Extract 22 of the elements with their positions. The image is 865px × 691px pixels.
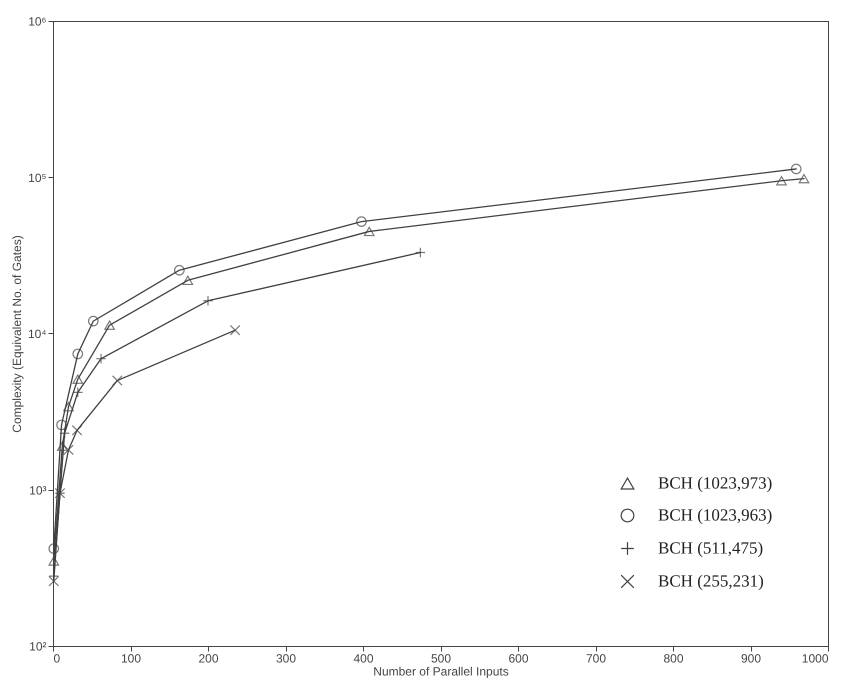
y-tick-label: 10⁴ [28,327,46,341]
legend-label: BCH (1023,973) [658,474,772,492]
x-tick-label: 900 [740,652,762,666]
legend-label: BCH (1023,963) [658,506,772,524]
legend-label: BCH (255,231) [658,572,764,590]
y-tick-label: 10⁵ [28,170,47,185]
x-tick-label: 0 [54,652,60,666]
y-tick-label: 10² [29,640,47,654]
y-axis-title: Complexity (Equivalent No. of Gates) [10,235,24,433]
legend-label: BCH (511,475) [658,538,764,558]
x-tick-label: 400 [353,652,374,666]
x-axis-title: Number of Parallel Inputs [373,664,509,678]
x-tick-label: 300 [276,652,296,666]
y-tick-label: 10⁶ [28,14,47,28]
y-tick-label: 10³ [29,483,47,498]
x-tick-label: 800 [663,652,684,666]
x-tick-label: 200 [198,652,219,666]
x-tick-label: 700 [586,652,606,666]
x-tick-label: 1000 [802,652,829,666]
x-tick-label: 600 [508,652,529,666]
x-tick-label: 500 [430,652,452,666]
x-tick-label: 100 [120,652,142,666]
